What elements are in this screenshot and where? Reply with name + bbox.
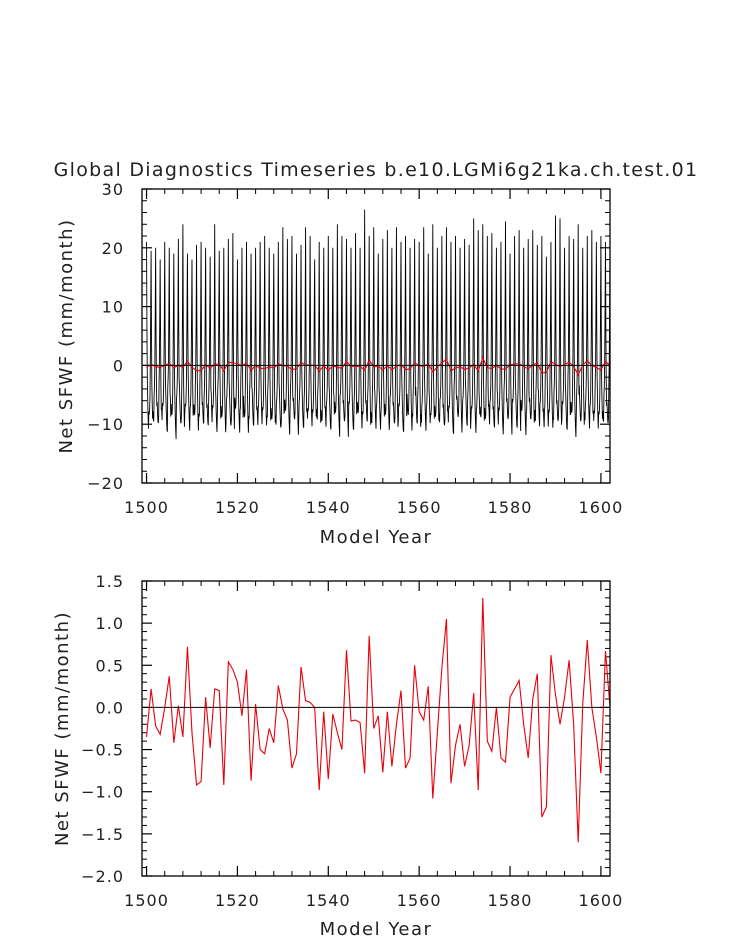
y-tick-label: 0 <box>113 356 124 375</box>
y-tick-label: −1.0 <box>81 783 124 802</box>
x-axis-label: Model Year <box>320 527 433 548</box>
top-panel: Global Diagnostics Timeseries b.e10.LGMi… <box>54 159 699 548</box>
x-axis-label: Model Year <box>320 919 433 940</box>
y-tick-label: 1.0 <box>96 614 124 633</box>
x-tick-label: 1600 <box>579 891 624 910</box>
y-tick-label: 1.5 <box>96 572 124 591</box>
y-tick-label: 20 <box>102 239 124 258</box>
x-tick-label: 1500 <box>124 891 169 910</box>
monthly-series-line <box>146 209 610 440</box>
y-tick-label: −2.0 <box>81 867 124 886</box>
chart-title: Global Diagnostics Timeseries b.e10.LGMi… <box>54 159 699 181</box>
x-tick-label: 1540 <box>306 891 351 910</box>
y-tick-label: −0.5 <box>81 741 124 760</box>
x-tick-label: 1540 <box>306 498 351 517</box>
x-tick-label: 1600 <box>579 498 624 517</box>
annual-mean-series-line <box>145 597 610 843</box>
y-axis-label: Net SFWF (mm/month) <box>52 611 73 846</box>
y-tick-label: 10 <box>102 298 124 317</box>
x-tick-label: 1520 <box>215 498 260 517</box>
plot-frame <box>141 188 611 484</box>
y-axis-label: Net SFWF (mm/month) <box>56 218 77 453</box>
y-tick-label: 0.0 <box>96 698 124 717</box>
y-tick-label: −20 <box>87 474 124 493</box>
x-tick-label: 1520 <box>215 891 260 910</box>
annual-mean-series-line <box>146 356 610 377</box>
x-tick-label: 1580 <box>488 498 533 517</box>
y-tick-label: 0.5 <box>96 656 124 675</box>
y-tick-label: −1.5 <box>81 825 124 844</box>
plot-frame <box>141 580 611 877</box>
x-tick-label: 1560 <box>397 498 442 517</box>
y-tick-label: −10 <box>87 415 124 434</box>
y-tick-label: 30 <box>102 180 124 199</box>
x-tick-label: 1560 <box>397 891 442 910</box>
bottom-panel: 1500 1520 1540 1560 1580 1600 −2.0 −1.5 −1.0 −0.5… <box>52 572 624 940</box>
x-tick-label: 1580 <box>488 891 533 910</box>
x-tick-label: 1500 <box>124 498 169 517</box>
